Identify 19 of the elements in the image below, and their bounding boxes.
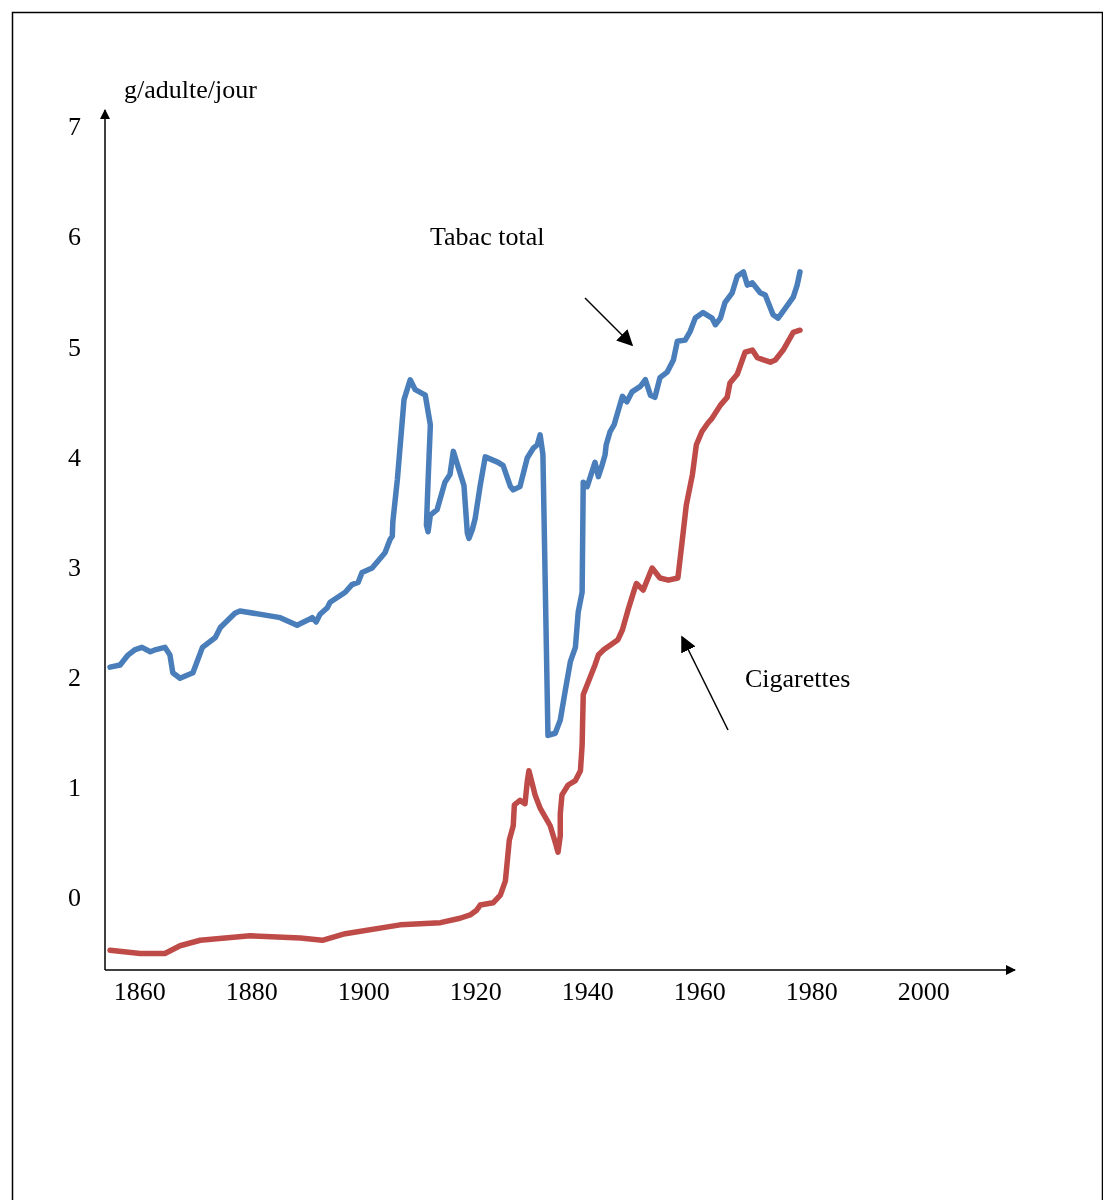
y-axis-title: g/adulte/jour [124,75,258,104]
y-tick-label: 7 [68,112,81,142]
x-tick-label: 1920 [449,977,502,1006]
x-tick-label: 2000 [897,977,950,1006]
x-tick-label: 1860 [113,977,166,1006]
y-tick-label: 4 [68,442,81,472]
annotation: Cigarettes [745,664,851,693]
y-tick-label: 1 [68,773,81,803]
y-tick-label: 3 [68,552,81,582]
y-tick-label: 0 [68,883,81,913]
y-tick-label: 2 [68,662,81,692]
x-tick-label: 1900 [337,977,390,1006]
x-tick-label: 1940 [561,977,614,1006]
y-tick-label: 6 [68,222,81,252]
x-tick-label: 1880 [225,977,278,1006]
y-tick-label: 5 [68,332,81,362]
x-tick-label: 1960 [673,977,726,1006]
annotation: Tabac total [430,222,545,251]
x-tick-label: 1980 [785,977,838,1006]
